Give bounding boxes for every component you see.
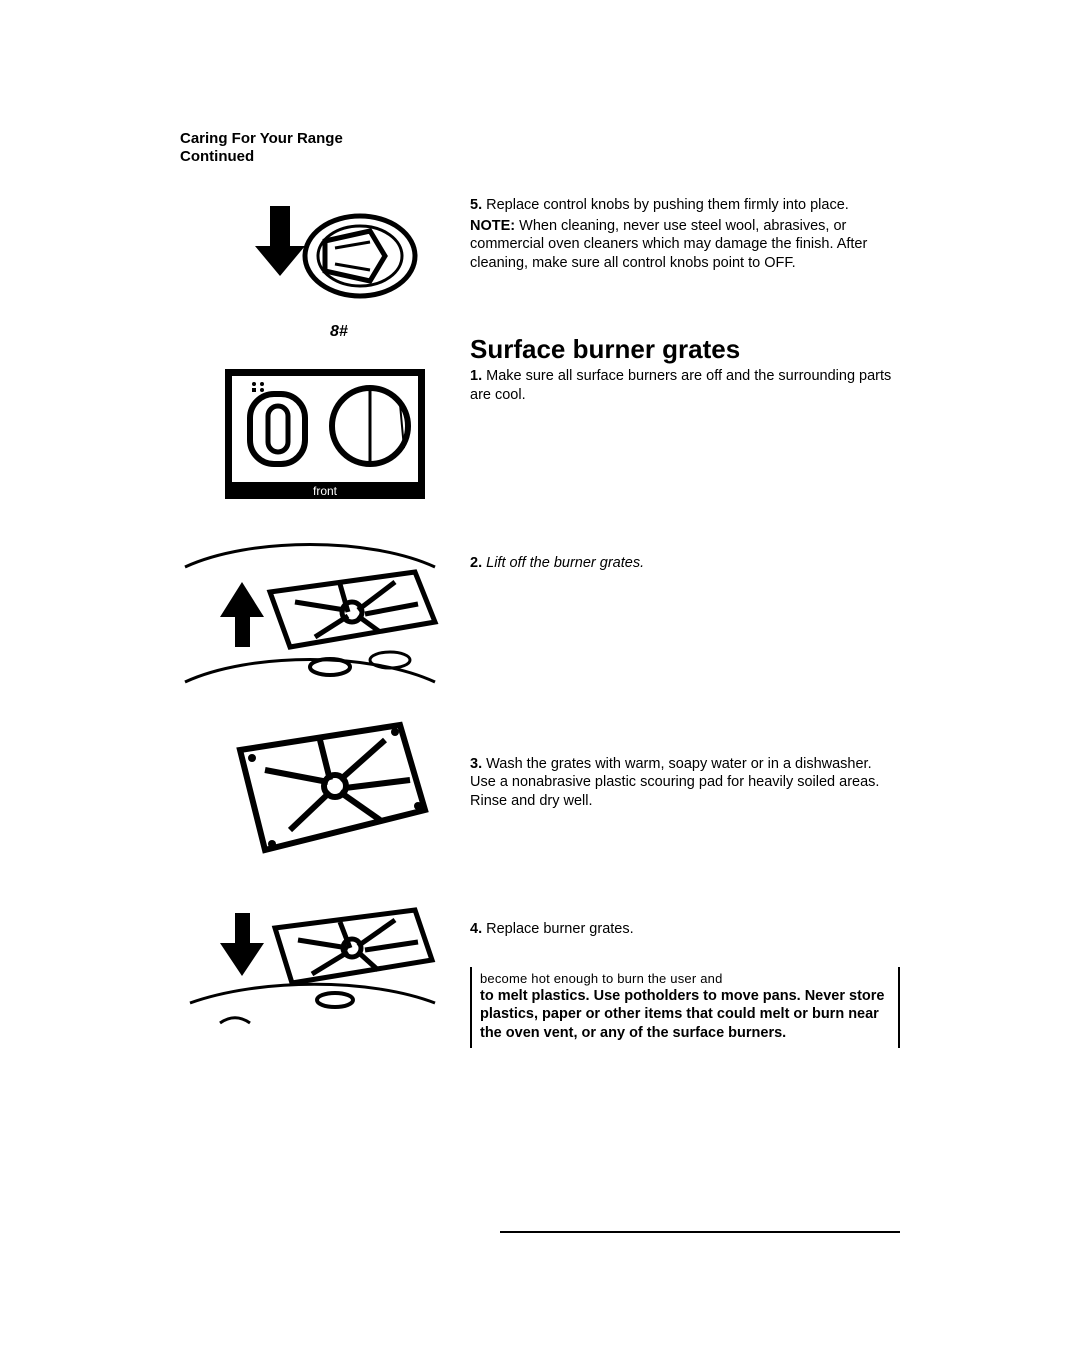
single-grate-illustration	[180, 710, 440, 880]
section-heading: Surface burner grates	[470, 334, 900, 365]
step4-number: 4.	[470, 921, 482, 937]
step2-text: Lift off the burner grates.	[486, 555, 644, 571]
lift-grate-illustration	[180, 532, 440, 692]
grate-step3: 3. Wash the grates with warm, soapy wate…	[470, 755, 900, 811]
step5-number: 5.	[470, 197, 482, 213]
grate-step1: 1. Make sure all surface burners are off…	[470, 367, 900, 404]
content-columns: 8# front	[180, 186, 900, 1048]
step3-text: Wash the grates with warm, soapy water o…	[470, 756, 879, 809]
step2-number: 2.	[470, 555, 482, 571]
knob-note: NOTE: When cleaning, never use steel woo…	[470, 217, 900, 273]
warning-top-cut: become hot enough to burn the user and	[480, 971, 890, 987]
note-label: NOTE:	[470, 218, 515, 234]
stovetop-schematic: front	[210, 364, 440, 514]
step1-text: Make sure all surface burners are off an…	[470, 368, 891, 403]
svg-text:8#: 8#	[330, 323, 348, 340]
text-column: 5. Replace control knobs by pushing them…	[470, 186, 900, 1048]
page-header: Caring For Your Range Continued	[180, 130, 900, 166]
footer-rule	[500, 1231, 900, 1233]
note-text: When cleaning, never use steel wool, abr…	[470, 218, 867, 271]
step1-number: 1.	[470, 368, 482, 384]
grate-step4: 4. Replace burner grates.	[470, 920, 900, 939]
header-line1: Caring For Your Range	[180, 130, 900, 148]
step4-text: Replace burner grates.	[486, 921, 634, 937]
header-line2: Continued	[180, 148, 900, 166]
warning-box: become hot enough to burn the user and t…	[470, 967, 900, 1048]
svg-text:front: front	[313, 484, 338, 498]
step3-number: 3.	[470, 756, 482, 772]
warning-body: to melt plastics. Use potholders to move…	[480, 987, 890, 1041]
replace-grate-illustration	[180, 898, 440, 1028]
illustration-column: 8# front	[180, 186, 440, 1048]
step5-text: Replace control knobs by pushing them fi…	[486, 197, 849, 213]
knob-step5: 5. Replace control knobs by pushing them…	[470, 196, 900, 215]
knob-push-illustration: 8#	[220, 186, 440, 346]
grate-step2: 2. Lift off the burner grates.	[470, 554, 900, 573]
